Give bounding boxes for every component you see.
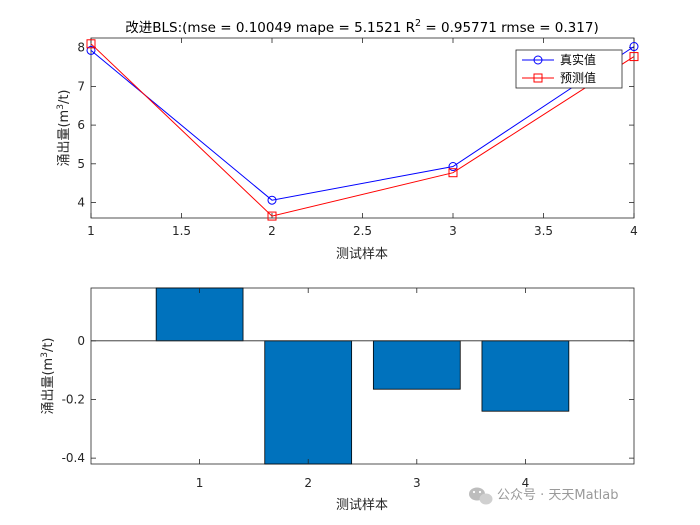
- series-line-predicted: [90, 43, 635, 217]
- legend-label-actual: 真实值: [560, 52, 596, 67]
- series-line-actual: [90, 46, 635, 201]
- bar-sample-1: [155, 287, 244, 342]
- y-tick-label: -0.2: [62, 392, 85, 406]
- bar-chart: 1 2 3 4 0 -0.2 -0.4 测试样本 涌出量(m3/t): [40, 287, 635, 513]
- x-tick-label: 4: [630, 224, 638, 238]
- data-point-predicted: [629, 52, 639, 62]
- y-axis-label-bottom: 涌出量(m3/t): [40, 337, 56, 414]
- y-tick-label: 5: [77, 157, 85, 171]
- legend-marker-actual: [533, 55, 543, 65]
- bar-sample-4: [481, 340, 570, 412]
- data-point-actual: [448, 162, 458, 172]
- legend-marker-predicted: [533, 73, 543, 83]
- legend: 真实值 预测值: [515, 49, 623, 89]
- y-tick-label: 7: [77, 79, 85, 93]
- data-point-actual: [267, 195, 277, 205]
- data-point-actual: [86, 45, 96, 55]
- data-point-actual: [629, 42, 639, 52]
- x-tick-label: 2.5: [353, 224, 372, 238]
- y-tick-label: 8: [77, 41, 85, 55]
- legend-label-predicted: 预测值: [560, 70, 596, 85]
- x-axis-label-bottom: 测试样本: [336, 498, 388, 513]
- x-tick-label: 1.5: [172, 224, 191, 238]
- y-tick-label: 0: [77, 334, 85, 348]
- x-tick-label: 1: [87, 224, 95, 238]
- x-tick-label: 3: [413, 476, 421, 490]
- x-tick-label: 1: [196, 476, 204, 490]
- bar-sample-2: [264, 340, 353, 465]
- y-axis-label: 涌出量(m3/t): [56, 89, 72, 166]
- x-tick-label: 4: [522, 476, 530, 490]
- bar-sample-3: [372, 340, 461, 390]
- x-tick-label: 3.5: [534, 224, 553, 238]
- chart-title: 改进BLS:(mse = 0.10049 mape = 5.1521 R2 = …: [125, 18, 598, 36]
- data-point-predicted: [86, 39, 96, 49]
- x-tick-label: 2: [304, 476, 312, 490]
- y-tick-label: -0.4: [62, 451, 85, 465]
- data-point-predicted: [267, 211, 277, 221]
- y-tick-label: 4: [77, 196, 85, 210]
- line-chart: 改进BLS:(mse = 0.10049 mape = 5.1521 R2 = …: [56, 18, 639, 262]
- watermark: 公众号 · 天天Matlab: [469, 487, 619, 505]
- y-tick-label: 6: [77, 118, 85, 132]
- x-tick-label: 3: [449, 224, 457, 238]
- x-axis-label: 测试样本: [336, 247, 388, 262]
- watermark-text: 公众号 · 天天Matlab: [497, 488, 619, 503]
- data-point-predicted: [448, 168, 458, 178]
- wechat-icon: [469, 487, 493, 505]
- x-tick-label: 2: [268, 224, 276, 238]
